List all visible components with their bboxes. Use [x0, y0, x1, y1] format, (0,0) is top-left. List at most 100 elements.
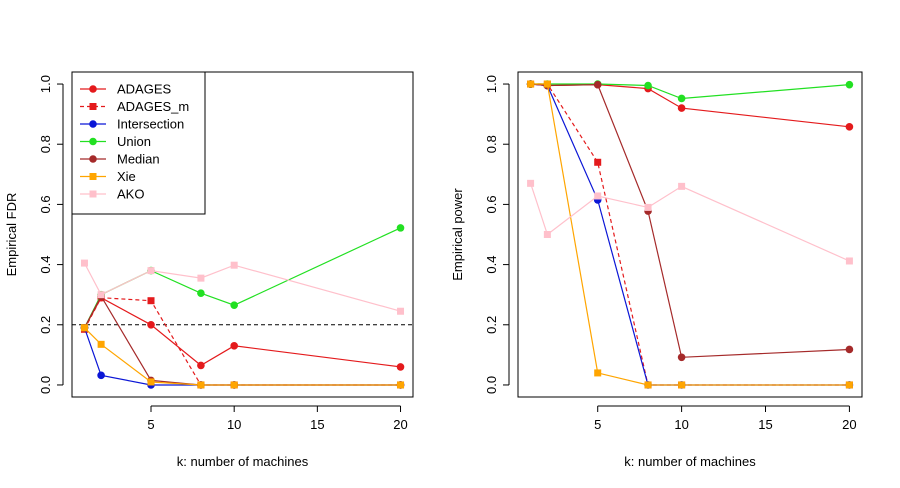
chart-fdr-data-point	[147, 267, 155, 275]
chart-fdr-data-point	[396, 224, 405, 232]
chart-power-x-tick-label: 10	[674, 417, 688, 432]
chart-fdr-y-tick-label: 0.2	[38, 316, 53, 334]
chart-power-data-point	[593, 80, 602, 89]
chart-power-data-point	[845, 80, 854, 89]
legend-item-ako: AKO	[80, 187, 144, 202]
chart-fdr-data-point	[197, 381, 205, 389]
chart-fdr-data-point	[230, 261, 238, 269]
chart-power-data-point	[677, 104, 686, 112]
chart-power-y-axis: 0.0 0.2 0.4 0.6 0.8 1.0	[484, 75, 510, 394]
chart-power-y-tick-label: 1.0	[484, 75, 499, 93]
chart-power-data-point	[678, 381, 686, 389]
chart-fdr-data-point	[97, 291, 105, 299]
legend-item-adages: ADAGES	[80, 82, 172, 97]
chart-power-data-point	[845, 381, 853, 389]
chart-power-y-tick-label: 0.8	[484, 135, 499, 153]
chart-fdr-data-point	[397, 307, 405, 315]
chart-fdr-series-ako	[80, 259, 405, 315]
chart-fdr-x-tick-label: 20	[393, 417, 407, 432]
chart-power-data-point	[677, 353, 686, 362]
chart-fdr-x-axis: 5 10 15 20	[147, 405, 408, 432]
chart-fdr: 5 10 15 20 k: number of machines 0.0 0.2 0.4 0.6…	[4, 71, 414, 469]
chart-power-data-point	[594, 192, 602, 200]
legend-item-union: Union	[80, 134, 151, 149]
chart-fdr-data-point	[197, 289, 205, 297]
legend-marker	[89, 173, 97, 180]
chart-fdr-data-point	[230, 301, 238, 310]
legend-marker	[89, 85, 97, 93]
chart-fdr-data-point	[147, 320, 155, 329]
legend-marker	[89, 137, 97, 146]
chart-fdr-x-tick-label: 5	[147, 417, 154, 432]
chart-power-y-tick-label: 0.6	[484, 195, 499, 213]
chart-power-y-tick-label: 0.2	[484, 316, 499, 334]
chart-fdr-data-point	[147, 297, 155, 305]
chart-power-y-tick-label: 0.4	[484, 256, 499, 274]
chart-fdr-x-axis-label: k: number of machines	[177, 454, 309, 469]
legend-marker	[89, 190, 97, 198]
chart-fdr-x-tick-label: 10	[227, 417, 241, 432]
chart-fdr-frame	[71, 71, 414, 398]
chart-fdr-data-point	[197, 274, 205, 282]
chart-fdr-data-point	[397, 381, 405, 389]
legend-label: Intersection	[117, 117, 184, 132]
chart-power-data-point	[543, 80, 551, 88]
legend-label: ADAGES	[117, 82, 172, 97]
chart-power-data-point	[845, 122, 854, 131]
chart-power-x-tick-label: 5	[594, 417, 601, 432]
chart-fdr-data-point	[97, 340, 105, 348]
chart-power-data-point	[845, 257, 853, 265]
chart-fdr-data-point	[230, 381, 238, 389]
chart-power-series-ako	[527, 179, 853, 265]
chart-fdr-y-tick-label: 1.0	[38, 75, 53, 93]
legend-label: Union	[117, 134, 151, 149]
legend-item-intersection: Intersection	[80, 117, 184, 132]
legend-marker	[89, 103, 97, 110]
chart-power-data-point	[527, 179, 535, 187]
chart-fdr-series-line	[83, 262, 401, 312]
chart-fdr-x-tick-label: 15	[310, 417, 324, 432]
chart-fdr-data-point	[230, 342, 238, 350]
chart-power-x-tick-label: 20	[842, 417, 856, 432]
legend-marker	[89, 120, 97, 128]
chart-power-x-tick-label: 15	[758, 417, 772, 432]
chart-fdr-y-tick-label: 0.8	[38, 135, 53, 153]
legend-marker	[89, 155, 97, 163]
chart-fdr-series-xie	[80, 324, 405, 389]
chart-power-data-point	[527, 80, 535, 88]
chart-fdr-data-point	[396, 363, 405, 371]
chart-power-data-point	[644, 81, 652, 90]
legend-label: AKO	[117, 187, 144, 202]
chart-power-data-point	[644, 381, 652, 389]
chart-power-data-point	[678, 182, 686, 190]
legend-label: Xie	[117, 169, 136, 184]
chart-power-x-axis-label: k: number of machines	[624, 454, 756, 469]
chart-fdr-series-line	[83, 297, 401, 386]
legend-item-median: Median	[80, 152, 160, 167]
legend-item-adages-m: ADAGES_m	[80, 99, 189, 114]
chart-power-data-point	[594, 158, 602, 166]
chart-fdr-y-tick-label: 0.6	[38, 195, 53, 213]
chart-power-data-point	[845, 345, 854, 354]
chart-power-frame	[517, 71, 863, 398]
chart-fdr-y-tick-label: 0.0	[38, 376, 53, 394]
legend-label: ADAGES_m	[117, 99, 189, 114]
chart-power-series-xie	[527, 80, 853, 389]
chart-power-y-tick-label: 0.0	[484, 376, 499, 394]
chart-power-data-point	[594, 369, 602, 377]
chart-fdr-y-axis: 0.0 0.2 0.4 0.6 0.8 1.0	[38, 75, 64, 394]
chart-fdr-data-point	[147, 378, 155, 386]
chart-power-data-point	[543, 231, 551, 238]
chart-power-data-point	[677, 94, 686, 103]
chart-fdr-y-axis-label: Empirical FDR	[4, 193, 19, 277]
chart-power-y-axis-label: Empirical power	[450, 188, 465, 281]
legend-item-xie: Xie	[80, 169, 136, 184]
chart-fdr-data-point	[80, 324, 88, 332]
chart-power-x-axis: 5 10 15 20	[594, 405, 857, 432]
chart-fdr-legend: ADAGES ADAGES_m Intersection Union Median Xie…	[71, 71, 206, 215]
chart-power-series-line	[530, 183, 850, 262]
chart-fdr-y-tick-label: 0.4	[38, 256, 53, 274]
chart-fdr-data-point	[97, 371, 105, 380]
chart-fdr-data-point	[80, 259, 88, 267]
